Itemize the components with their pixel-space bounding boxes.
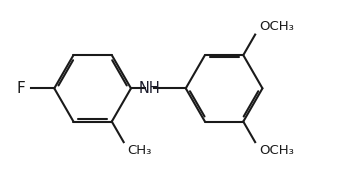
Text: NH: NH [138, 81, 160, 96]
Text: OCH₃: OCH₃ [259, 20, 294, 33]
Text: F: F [16, 81, 25, 96]
Text: CH₃: CH₃ [127, 144, 152, 157]
Text: OCH₃: OCH₃ [259, 144, 294, 157]
